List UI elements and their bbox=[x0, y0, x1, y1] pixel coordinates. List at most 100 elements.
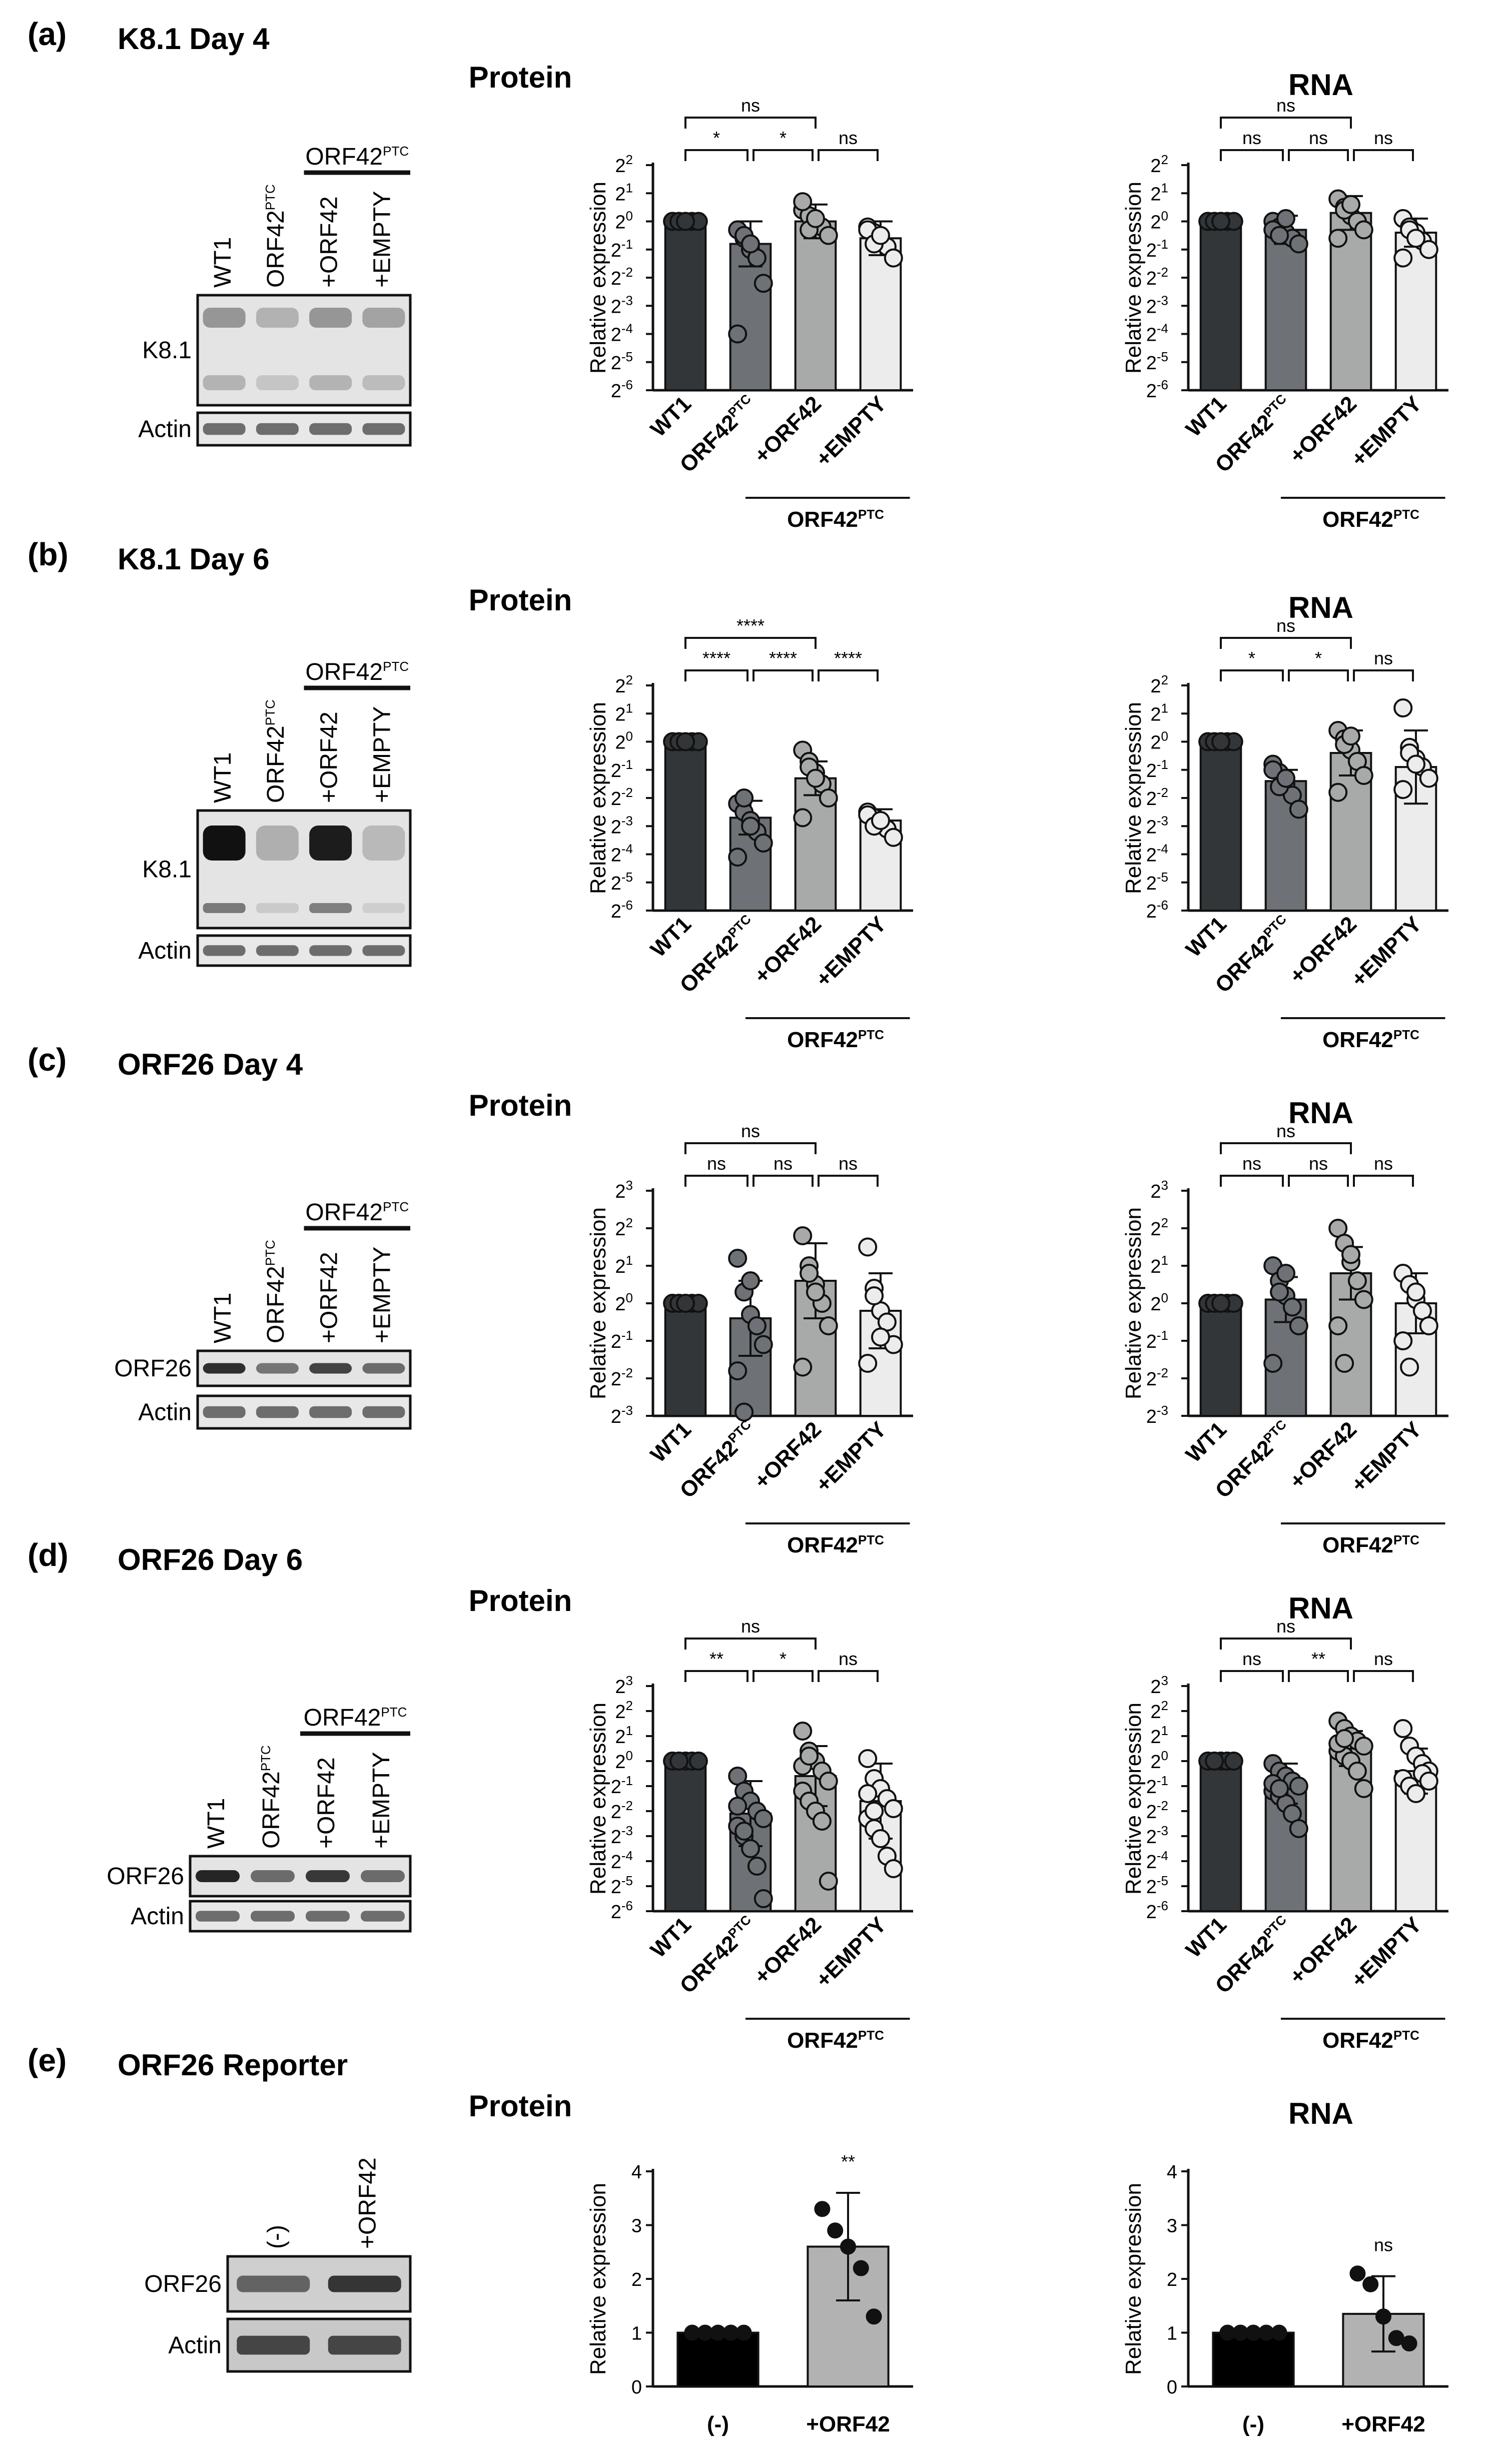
protein-band bbox=[203, 903, 246, 913]
data-point bbox=[1354, 1290, 1373, 1309]
y-tick-label: 2-4 bbox=[1146, 1848, 1168, 1873]
bar bbox=[664, 1760, 707, 1912]
bar bbox=[1329, 212, 1372, 391]
data-point bbox=[1328, 1316, 1348, 1335]
y-axis-label: Relative expression bbox=[586, 1703, 610, 1895]
data-point bbox=[1270, 1282, 1289, 1302]
data-point bbox=[871, 226, 890, 245]
y-axis-label: Relative expression bbox=[1121, 1703, 1146, 1895]
data-point bbox=[853, 2260, 869, 2276]
data-point bbox=[728, 848, 747, 867]
protein-band bbox=[362, 308, 405, 328]
data-point bbox=[858, 1237, 878, 1257]
y-tick-label: 2-5 bbox=[611, 1873, 633, 1898]
data-point bbox=[1419, 240, 1438, 259]
significance-bracket bbox=[1220, 1638, 1352, 1650]
data-point bbox=[753, 1889, 773, 1908]
x-tick-label: (-) bbox=[707, 2412, 729, 2436]
group-label: ORF42PTC bbox=[1322, 1532, 1419, 1557]
significance-bracket bbox=[818, 1175, 879, 1187]
actin-band bbox=[256, 423, 299, 435]
y-tick-label: 2-1 bbox=[1146, 237, 1168, 261]
y-tick-label: 2-4 bbox=[1146, 321, 1168, 346]
significance-label: ns bbox=[1276, 95, 1295, 116]
data-point bbox=[1276, 209, 1295, 228]
data-point bbox=[1400, 1357, 1419, 1377]
y-tick-label: 2-5 bbox=[611, 349, 633, 374]
significance-label: ns bbox=[741, 1616, 760, 1637]
blot-lane-label: WT1 bbox=[210, 1293, 236, 1343]
data-point bbox=[1406, 754, 1425, 774]
protein-band bbox=[203, 375, 246, 390]
x-tick-label: +EMPTY bbox=[811, 391, 891, 471]
y-axis-label: Relative expression bbox=[1121, 182, 1146, 374]
data-point bbox=[1270, 226, 1289, 245]
y-axis-label: Relative expression bbox=[1121, 2183, 1146, 2375]
blot-target-label: K8.1 bbox=[142, 857, 192, 883]
protein-band bbox=[203, 826, 246, 861]
data-point bbox=[741, 234, 760, 254]
y-axis-label: Relative expression bbox=[586, 1207, 610, 1399]
blot-target-label: K8.1 bbox=[142, 337, 192, 364]
protein-band bbox=[309, 903, 352, 913]
significance-bracket bbox=[1220, 117, 1352, 129]
y-tick-label: 21 bbox=[615, 180, 633, 205]
data-point bbox=[1211, 732, 1230, 751]
data-point bbox=[1393, 1331, 1413, 1350]
y-tick-label: 2-4 bbox=[611, 1848, 633, 1873]
actin-band bbox=[306, 1911, 350, 1922]
y-tick-label: 2-2 bbox=[1146, 1365, 1168, 1390]
data-point bbox=[858, 1749, 878, 1768]
data-point bbox=[1328, 782, 1348, 802]
chart-title: RNA bbox=[1288, 68, 1353, 102]
blot-lane-label: +ORF42 bbox=[355, 2157, 381, 2249]
blot-lane-label: +EMPTY bbox=[368, 1752, 395, 1849]
data-point bbox=[819, 1316, 838, 1335]
data-point bbox=[793, 1722, 813, 1741]
y-tick-label: 2-6 bbox=[1146, 377, 1168, 402]
y-tick-label: 2-2 bbox=[611, 265, 633, 289]
significance-bracket bbox=[684, 117, 817, 129]
significance-label: ** bbox=[1311, 1649, 1325, 1669]
x-tick-label: +EMPTY bbox=[1346, 1417, 1426, 1497]
significance-label: ns bbox=[1242, 1649, 1261, 1669]
y-axis-label: Relative expression bbox=[1121, 1207, 1146, 1399]
y-tick-label: 2-5 bbox=[611, 870, 633, 894]
bar bbox=[1199, 1302, 1242, 1417]
y-tick-label: 2-4 bbox=[1146, 842, 1168, 866]
data-point bbox=[1282, 1297, 1302, 1317]
chart-protein: Protein 2-62-52-42-32-22-120212223Relativ… bbox=[469, 1584, 913, 2053]
western-blot: K8.1 Actin WT1 ORF42PTC +ORF42 +EMPTY ORF42PTC bbox=[138, 659, 412, 967]
data-point bbox=[1354, 1737, 1373, 1756]
blot-lane-label: ORF42PTC bbox=[263, 1240, 289, 1343]
data-point bbox=[1401, 2335, 1417, 2351]
y-tick-label: 23 bbox=[615, 1178, 633, 1202]
blot-lane-label: +EMPTY bbox=[369, 706, 396, 803]
chart-title: Protein bbox=[469, 2089, 572, 2123]
data-point bbox=[1393, 248, 1413, 268]
x-tick-label: +ORF42 bbox=[1341, 2412, 1425, 2436]
significance-label: ns bbox=[1374, 1153, 1393, 1174]
data-point bbox=[1354, 1779, 1373, 1798]
significance-bracket bbox=[1353, 1670, 1414, 1682]
blot-lane-label: ORF42PTC bbox=[258, 1745, 285, 1849]
bar bbox=[729, 243, 772, 391]
data-point bbox=[1263, 760, 1283, 779]
y-tick-label: 2-1 bbox=[611, 237, 633, 261]
chart-protein: Protein 0 1 2 3 4 Relative expression (-) +ORF42… bbox=[469, 2089, 913, 2436]
significance-label: **** bbox=[736, 615, 765, 636]
data-point bbox=[800, 1747, 819, 1766]
data-point bbox=[819, 1872, 838, 1891]
y-tick-label: 2-3 bbox=[611, 1403, 633, 1427]
x-tick-label: WT1 bbox=[646, 1417, 696, 1467]
y-tick-label: 21 bbox=[1150, 700, 1168, 725]
panel-title: K8.1 Day 4 bbox=[118, 22, 270, 56]
bar bbox=[1199, 740, 1242, 912]
data-point bbox=[858, 1354, 878, 1373]
data-point bbox=[884, 248, 903, 268]
bar bbox=[1199, 220, 1242, 391]
actin-band bbox=[251, 1911, 295, 1922]
data-point bbox=[728, 1249, 747, 1268]
blot-loading-label: Actin bbox=[138, 416, 192, 443]
